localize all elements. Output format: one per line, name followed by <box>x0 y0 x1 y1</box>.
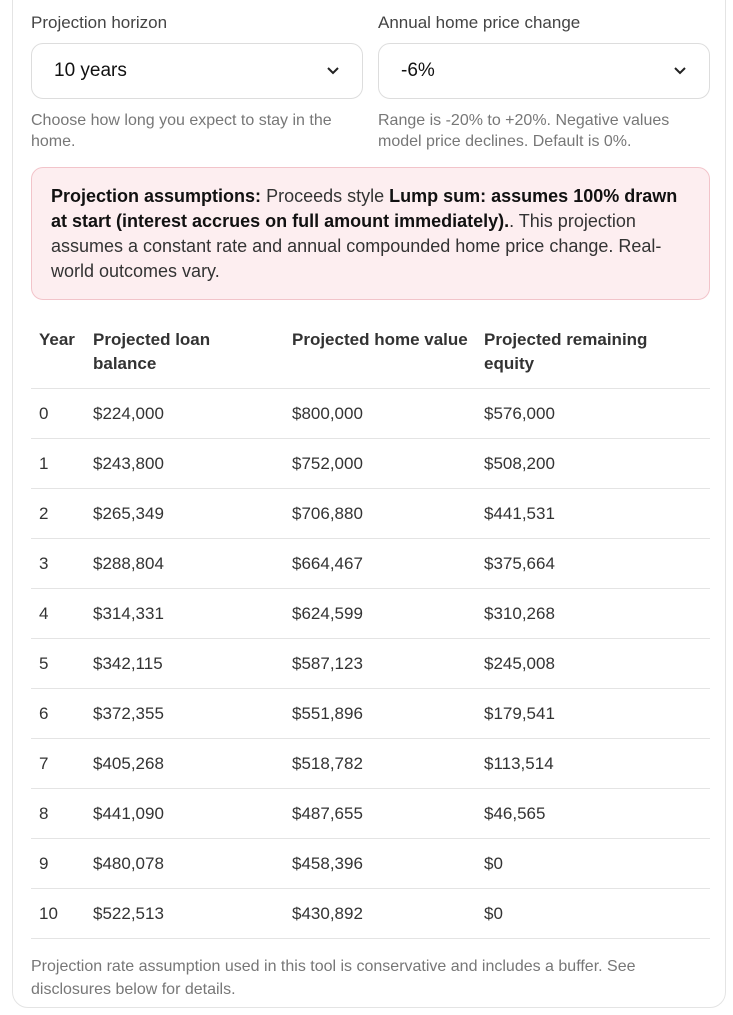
price-field: Annual home price change -6% Range is -2… <box>378 10 710 152</box>
table-cell: $265,349 <box>85 488 284 539</box>
column-header: Projected remaining equity <box>476 318 710 389</box>
table-cell: $800,000 <box>284 388 476 439</box>
table-cell: $508,200 <box>476 438 710 489</box>
table-cell: $480,078 <box>85 838 284 889</box>
table-cell: $576,000 <box>476 388 710 439</box>
notice: Projection assumptions: Proceeds style L… <box>31 167 710 300</box>
chevron <box>327 67 339 75</box>
table-cell: 1 <box>31 438 85 489</box>
chevron <box>674 67 686 75</box>
table-cell: $245,008 <box>476 638 710 689</box>
header-row: Year Projected loan balance Projected home… <box>31 318 710 389</box>
table-row: 2 $265,349 $706,880 $441,531 <box>31 488 710 539</box>
table-cell: $522,513 <box>85 888 284 939</box>
column-header: Year <box>31 318 85 389</box>
table-row: 3 $288,804 $664,467 $375,664 <box>31 538 710 589</box>
table-cell: $375,664 <box>476 538 710 589</box>
table-row: 1 $243,800 $752,000 $508,200 <box>31 438 710 489</box>
select-value: 10 years <box>54 60 127 81</box>
table-cell: $224,000 <box>85 388 284 439</box>
table-cell: $518,782 <box>284 738 476 789</box>
table-cell: $310,268 <box>476 588 710 639</box>
table-cell: $706,880 <box>284 488 476 539</box>
price-select[interactable]: -6% <box>378 43 710 99</box>
table-cell: $487,655 <box>284 788 476 839</box>
table-row: 6 $372,355 $551,896 $179,541 <box>31 688 710 739</box>
table-cell: $342,115 <box>85 638 284 689</box>
table-cell: $405,268 <box>85 738 284 789</box>
notice-text: Proceeds style <box>266 186 385 206</box>
table-cell: 8 <box>31 788 85 839</box>
table-cell: $458,396 <box>284 838 476 889</box>
table-cell: $288,804 <box>85 538 284 589</box>
table-row: 7 $405,268 $518,782 $113,514 <box>31 738 710 789</box>
table-cell: $46,565 <box>476 788 710 839</box>
table-cell: $0 <box>476 888 710 939</box>
projection-table: Year Projected loan balance Projected home… <box>31 318 710 939</box>
table-row: 10 $522,513 $430,892 $0 <box>31 888 710 939</box>
table-cell: 5 <box>31 638 85 689</box>
table-cell: $587,123 <box>284 638 476 689</box>
table-cell: $372,355 <box>85 688 284 739</box>
table-cell: $113,514 <box>476 738 710 789</box>
table-cell: 7 <box>31 738 85 789</box>
column-header: Projected home value <box>284 318 476 389</box>
table-cell: 2 <box>31 488 85 539</box>
select-value: -6% <box>401 60 435 81</box>
field-label: Projection horizon <box>31 13 168 32</box>
table-row: 0 $224,000 $800,000 $576,000 <box>31 388 710 439</box>
notice-text: . This projection assumes a constant rat… <box>51 211 662 281</box>
table-cell: $243,800 <box>85 438 284 489</box>
table-row: 8 $441,090 $487,655 $46,565 <box>31 788 710 839</box>
table-row: 9 $480,078 $458,396 $0 <box>31 838 710 889</box>
table-cell: $430,892 <box>284 888 476 939</box>
notice-label: Projection assumptions: <box>51 186 262 206</box>
card <box>12 0 726 1008</box>
footnote: Projection rate assumption used in this … <box>31 958 636 998</box>
column-header: Projected loan balance <box>85 318 284 389</box>
notice-emphasis: Lump sum: assumes 100% drawn at start (i… <box>51 186 678 231</box>
help-text: Choose how long you expect to stay in th… <box>31 112 332 150</box>
table-cell: 9 <box>31 838 85 889</box>
table-cell: $624,599 <box>284 588 476 639</box>
horizon-field: Projection horizon 10 years Choose how l… <box>31 10 363 152</box>
table-cell: 10 <box>31 888 85 939</box>
horizon-select[interactable]: 10 years <box>31 43 363 99</box>
table-cell: 4 <box>31 588 85 639</box>
help-text: Range is -20% to +20%. Negative values m… <box>378 112 670 150</box>
table-row: 4 $314,331 $624,599 $310,268 <box>31 588 710 639</box>
table-row: 5 $342,115 $587,123 $245,008 <box>31 638 710 689</box>
table-cell: $441,531 <box>476 488 710 539</box>
table-cell: $441,090 <box>85 788 284 839</box>
table-cell: 0 <box>31 388 85 439</box>
table-cell: $664,467 <box>284 538 476 589</box>
table-cell: 6 <box>31 688 85 739</box>
table-cell: $551,896 <box>284 688 476 739</box>
table-cell: $179,541 <box>476 688 710 739</box>
table-cell: $314,331 <box>85 588 284 639</box>
table-body: 0 $224,000 $800,000 $576,000 1 $243,800 $752,0… <box>31 388 710 939</box>
table-cell: $0 <box>476 838 710 889</box>
table-cell: 3 <box>31 538 85 589</box>
table-cell: $752,000 <box>284 438 476 489</box>
field-label: Annual home price change <box>378 13 581 32</box>
